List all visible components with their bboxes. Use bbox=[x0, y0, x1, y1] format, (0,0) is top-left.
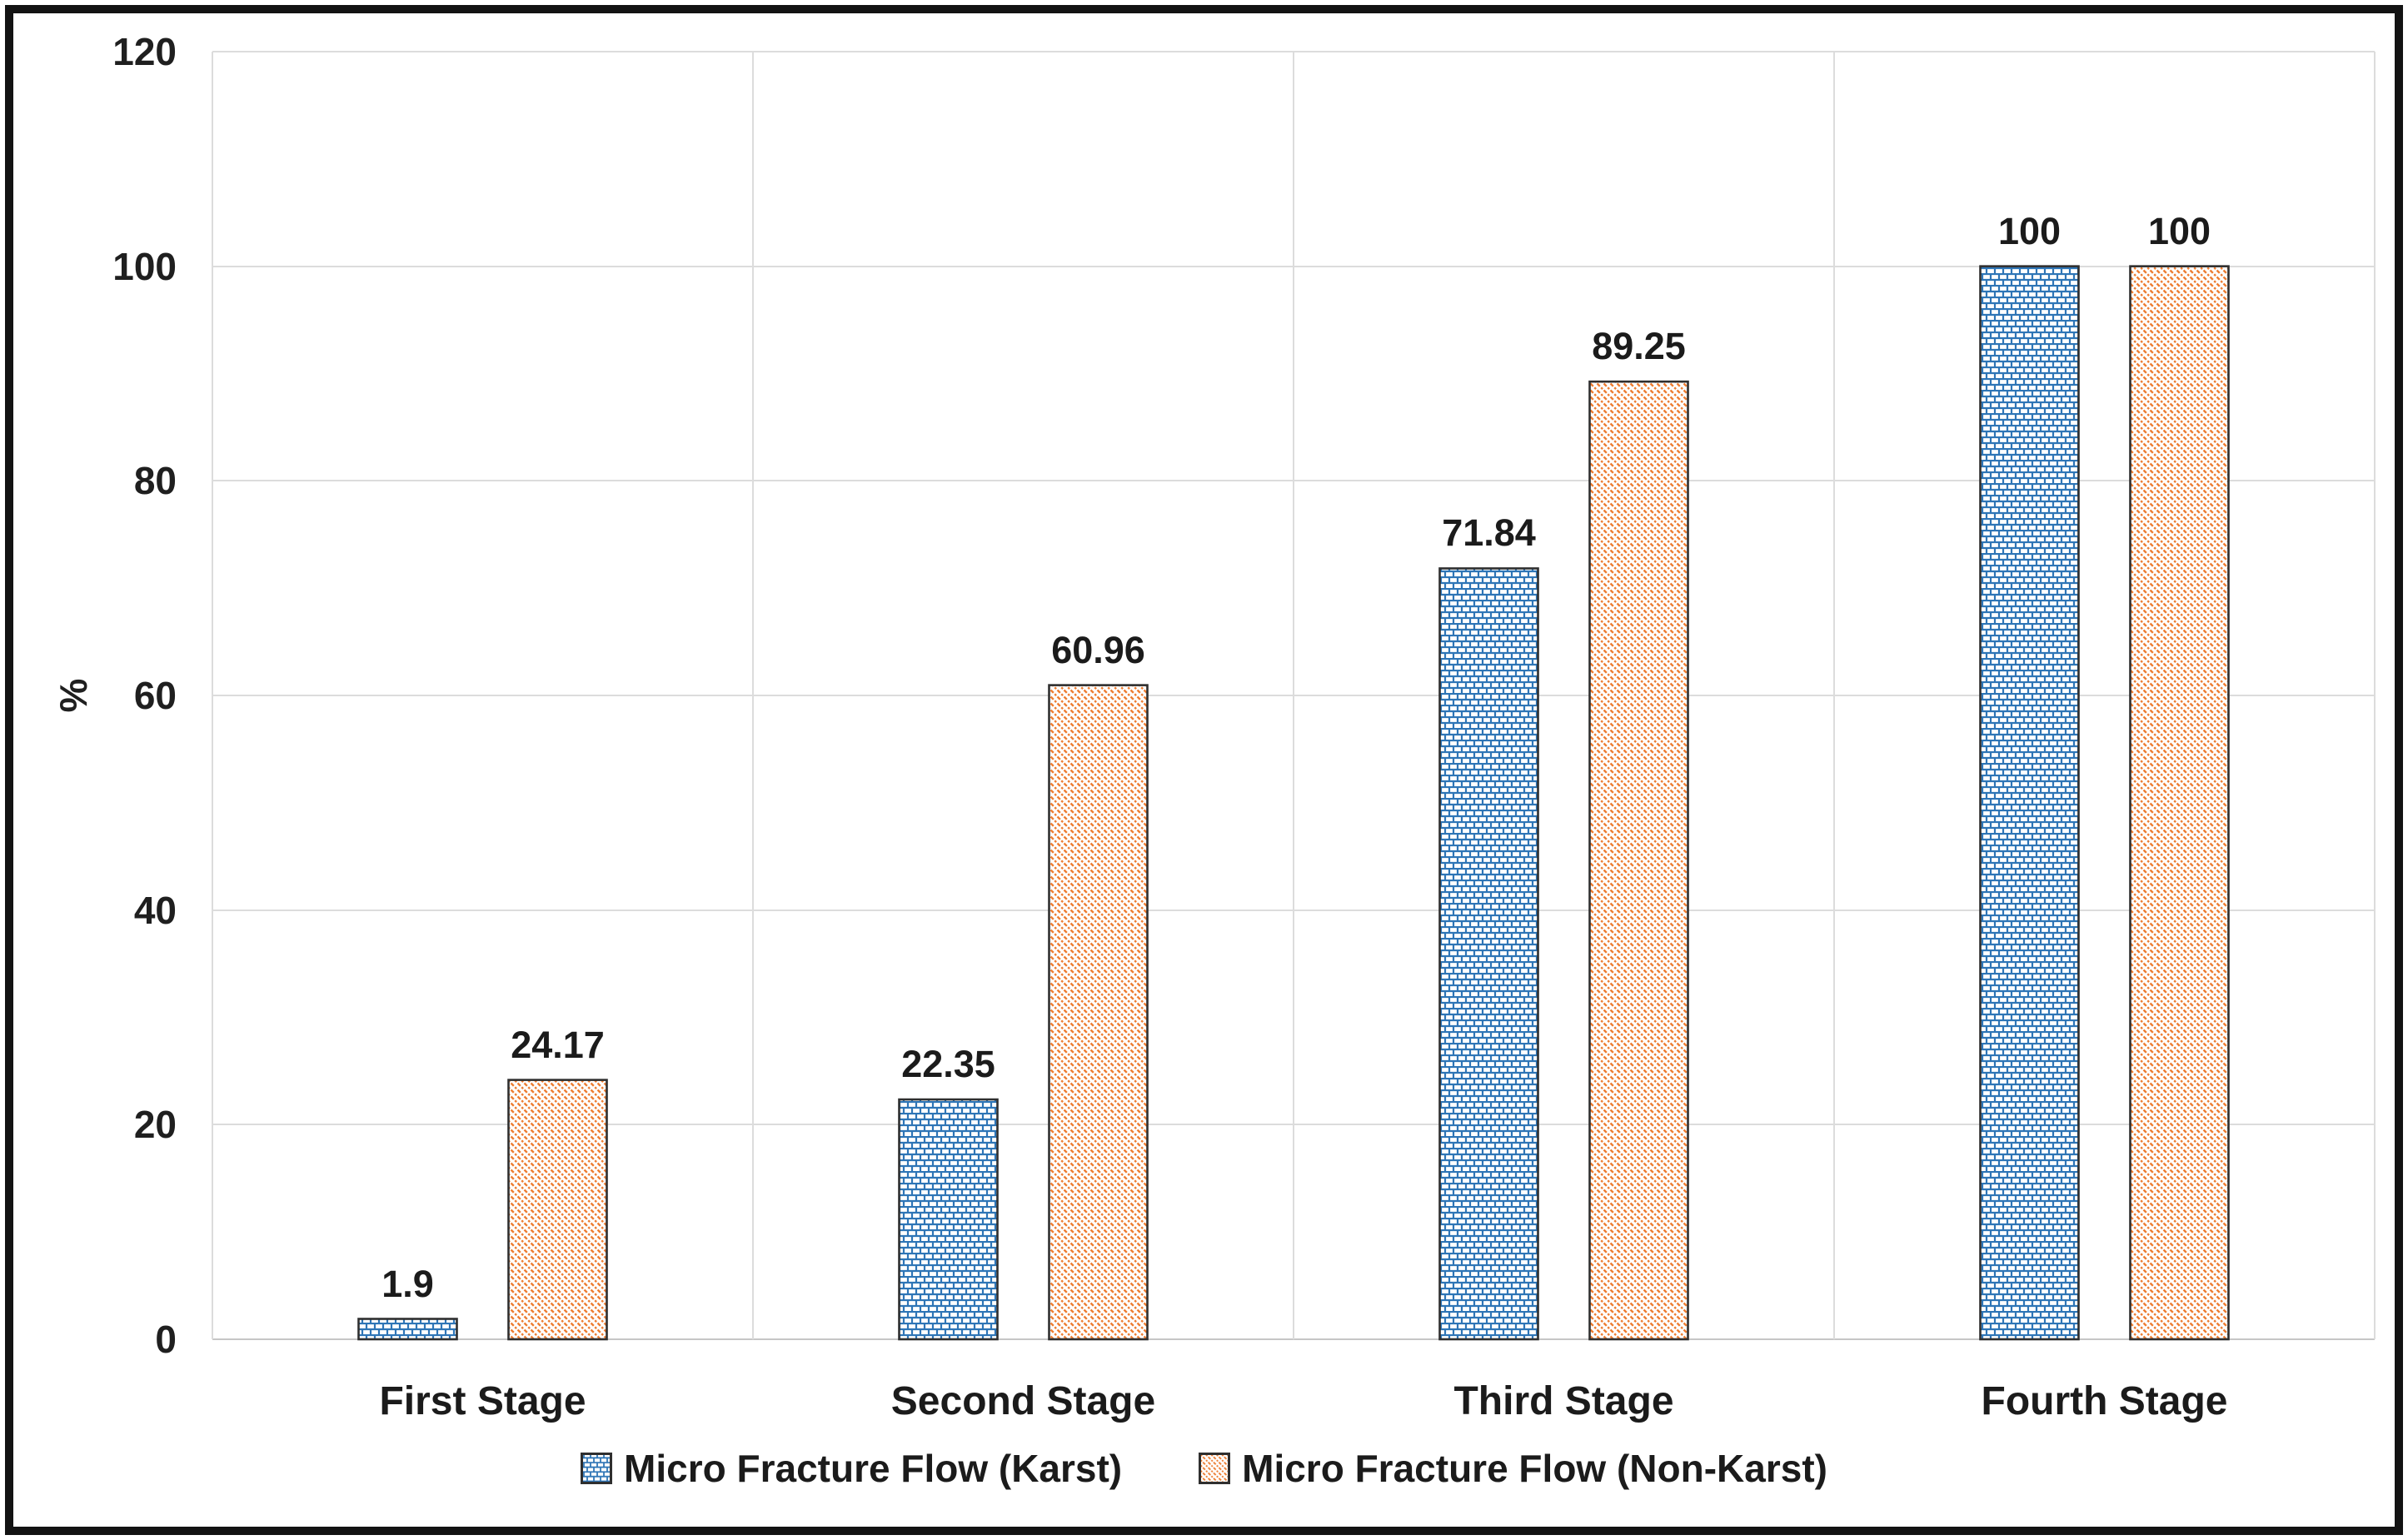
bar-micro-fracture-flow-karst--first-stage bbox=[357, 1318, 458, 1341]
legend-swatch-micro-fracture-flow-karst--icon bbox=[581, 1453, 613, 1484]
x-category-label-fourth-stage: Fourth Stage bbox=[1981, 1379, 2228, 1423]
y-tick-label-40: 40 bbox=[133, 888, 177, 932]
gridline-vertical-0 bbox=[212, 52, 213, 1339]
legend-label-micro-fracture-flow-karst-: Micro Fracture Flow (Karst) bbox=[624, 1447, 1123, 1490]
bar-value-label-micro-fracture-flow-non-karst--fourth-stage: 100 bbox=[2147, 209, 2211, 252]
bar-micro-fracture-flow-karst--second-stage bbox=[898, 1098, 999, 1341]
x-category-label-third-stage: Third Stage bbox=[1453, 1379, 1674, 1423]
legend-item-micro-fracture-flow-non-karst-: Micro Fracture Flow (Non-Karst) bbox=[1199, 1448, 1827, 1489]
legend: Micro Fracture Flow (Karst) Micro Fractur… bbox=[0, 1448, 2408, 1489]
y-tick-label-100: 100 bbox=[112, 244, 177, 288]
legend-swatch-micro-fracture-flow-non-karst--icon bbox=[1199, 1453, 1231, 1484]
bar-value-label-micro-fracture-flow-karst--second-stage: 22.35 bbox=[901, 1043, 995, 1086]
gridline-vertical-3 bbox=[1833, 52, 1835, 1339]
x-axis-baseline bbox=[212, 1338, 2375, 1340]
bar-chart-canvas bbox=[357, 265, 2230, 1341]
bar-value-label-micro-fracture-flow-non-karst--third-stage: 89.25 bbox=[1592, 325, 1686, 368]
y-tick-label-120: 120 bbox=[112, 30, 177, 73]
legend-item-micro-fracture-flow-karst-: Micro Fracture Flow (Karst) bbox=[581, 1448, 1122, 1489]
y-tick-label-60: 60 bbox=[133, 674, 177, 717]
bar-micro-fracture-flow-non-karst--second-stage bbox=[1048, 684, 1149, 1341]
bar-value-label-micro-fracture-flow-non-karst--second-stage: 60.96 bbox=[1051, 628, 1145, 671]
bar-value-label-micro-fracture-flow-karst--third-stage: 71.84 bbox=[1442, 511, 1536, 555]
bar-micro-fracture-flow-karst--fourth-stage bbox=[1979, 265, 2080, 1341]
bar-micro-fracture-flow-non-karst--first-stage bbox=[507, 1079, 608, 1341]
bar-micro-fracture-flow-non-karst--third-stage bbox=[1588, 380, 1689, 1341]
bar-micro-fracture-flow-karst--third-stage bbox=[1438, 567, 1539, 1341]
y-tick-label-20: 20 bbox=[133, 1103, 177, 1147]
y-tick-label-80: 80 bbox=[133, 459, 177, 503]
bar-micro-fracture-flow-non-karst--fourth-stage bbox=[2129, 265, 2230, 1341]
bar-value-label-micro-fracture-flow-karst--first-stage: 1.9 bbox=[381, 1262, 434, 1305]
gridline-vertical-4 bbox=[2374, 52, 2376, 1339]
gridline-vertical-1 bbox=[752, 52, 754, 1339]
gridline-vertical-2 bbox=[1293, 52, 1294, 1339]
legend-label-micro-fracture-flow-non-karst-: Micro Fracture Flow (Non-Karst) bbox=[1242, 1447, 1827, 1490]
bar-value-label-micro-fracture-flow-non-karst--first-stage: 24.17 bbox=[511, 1023, 605, 1066]
x-category-label-first-stage: First Stage bbox=[379, 1379, 586, 1423]
x-category-label-second-stage: Second Stage bbox=[890, 1379, 1156, 1423]
y-tick-label-0: 0 bbox=[155, 1318, 177, 1361]
bar-value-label-micro-fracture-flow-karst--fourth-stage: 100 bbox=[1997, 209, 2062, 252]
